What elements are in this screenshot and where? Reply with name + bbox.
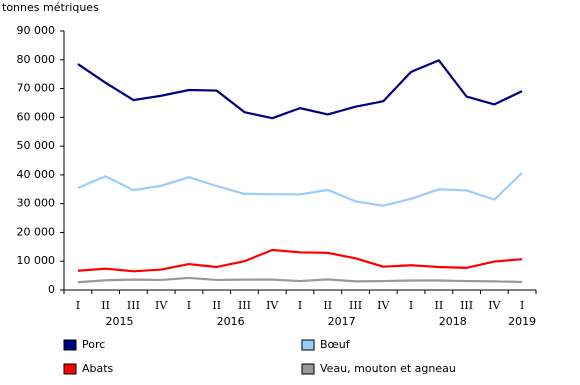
y-tick-label: 70 000: [17, 82, 56, 95]
x-tick-label: II: [434, 299, 443, 312]
series-line: [77, 276, 523, 284]
y-tick-label: 50 000: [17, 139, 56, 152]
x-tick-label: IV: [155, 299, 168, 312]
x-group-label: 2018: [439, 315, 467, 328]
x-tick-label: IV: [377, 299, 390, 312]
series-line: [77, 59, 523, 120]
series-line: [77, 248, 523, 273]
x-tick-label: I: [298, 299, 302, 312]
x-tick-label: II: [212, 299, 221, 312]
y-tick-label: 60 000: [17, 110, 56, 123]
legend-swatch: [63, 363, 77, 375]
x-tick-label: III: [460, 299, 473, 312]
y-tick-label: 80 000: [17, 53, 56, 66]
legend-label: Veau, mouton et agneau: [320, 362, 456, 375]
legend-label: Bœuf: [320, 338, 351, 351]
x-tick-label: I: [520, 299, 524, 312]
legend-swatch: [301, 339, 315, 351]
y-tick-label: 40 000: [17, 168, 56, 181]
x-tick-label: IV: [488, 299, 501, 312]
series-line: [77, 172, 523, 207]
x-tick-label: III: [238, 299, 251, 312]
y-axis-label: tonnes métriques: [2, 1, 99, 14]
x-tick-label: IV: [266, 299, 279, 312]
x-group-label: 2017: [328, 315, 356, 328]
x-tick-label: I: [409, 299, 413, 312]
legend-label: Porc: [82, 338, 105, 351]
legend-swatch: [63, 339, 77, 351]
x-tick-label: II: [101, 299, 110, 312]
y-tick-label: 90 000: [17, 24, 56, 37]
x-tick-label: I: [76, 299, 80, 312]
legend-swatch: [301, 363, 315, 375]
x-tick-label: III: [349, 299, 362, 312]
x-group-label: 2015: [106, 315, 134, 328]
x-tick-label: I: [187, 299, 191, 312]
x-group-label: 2016: [217, 315, 245, 328]
y-tick-label: 0: [48, 283, 55, 296]
y-tick-label: 20 000: [17, 225, 56, 238]
x-group-label: 2019: [508, 315, 536, 328]
x-tick-label: II: [323, 299, 332, 312]
y-tick-label: 30 000: [17, 197, 56, 210]
y-tick-label: 10 000: [17, 254, 56, 267]
x-tick-label: III: [127, 299, 140, 312]
legend-label: Abats: [82, 362, 114, 375]
